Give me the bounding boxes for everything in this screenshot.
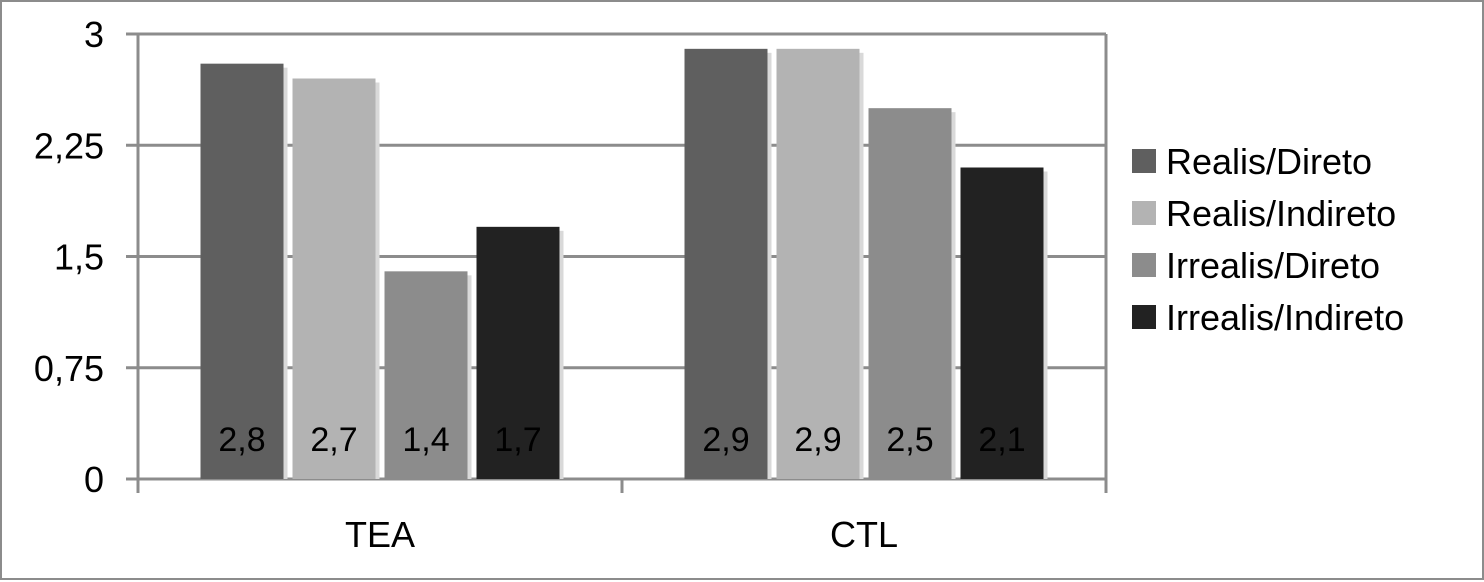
bar-ctl-1 bbox=[684, 48, 768, 479]
legend-swatch bbox=[1132, 253, 1156, 277]
bar-tea-2 bbox=[292, 78, 376, 479]
y-tick-label: 0 bbox=[84, 459, 104, 500]
data-label: 2,8 bbox=[218, 421, 265, 459]
bar-tea-1 bbox=[200, 63, 284, 480]
legend-label: Irrealis/Direto bbox=[1166, 245, 1380, 286]
data-label: 1,4 bbox=[402, 421, 449, 459]
bar-ctl-4 bbox=[960, 167, 1044, 479]
legend-label: Realis/Direto bbox=[1166, 141, 1372, 182]
bar-ctl-3 bbox=[868, 108, 952, 480]
legend-label: Irrealis/Indireto bbox=[1166, 297, 1404, 338]
y-tick-label: 2,25 bbox=[34, 125, 104, 166]
data-label: 2,1 bbox=[978, 421, 1025, 459]
category-label: TEA bbox=[345, 514, 415, 555]
data-label: 2,9 bbox=[794, 421, 841, 459]
bar-tea-4 bbox=[476, 226, 560, 479]
y-tick-label: 1,5 bbox=[54, 237, 104, 278]
legend-swatch bbox=[1132, 305, 1156, 329]
y-tick-label: 3 bbox=[84, 14, 104, 55]
legend-label: Realis/Indireto bbox=[1166, 193, 1396, 234]
data-label: 1,7 bbox=[494, 421, 541, 459]
data-label: 2,9 bbox=[702, 421, 749, 459]
y-tick-label: 0,75 bbox=[34, 348, 104, 389]
data-label: 2,7 bbox=[310, 421, 357, 459]
legend-swatch bbox=[1132, 149, 1156, 173]
bar-tea-3 bbox=[384, 271, 468, 479]
bar-ctl-2 bbox=[776, 48, 860, 479]
legend-swatch bbox=[1132, 201, 1156, 225]
category-label: CTL bbox=[830, 514, 898, 555]
data-label: 2,5 bbox=[886, 421, 933, 459]
